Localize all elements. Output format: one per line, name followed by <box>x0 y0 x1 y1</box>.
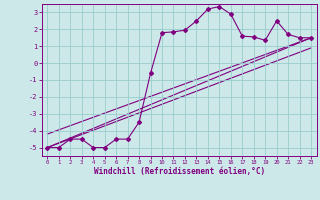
X-axis label: Windchill (Refroidissement éolien,°C): Windchill (Refroidissement éolien,°C) <box>94 167 265 176</box>
